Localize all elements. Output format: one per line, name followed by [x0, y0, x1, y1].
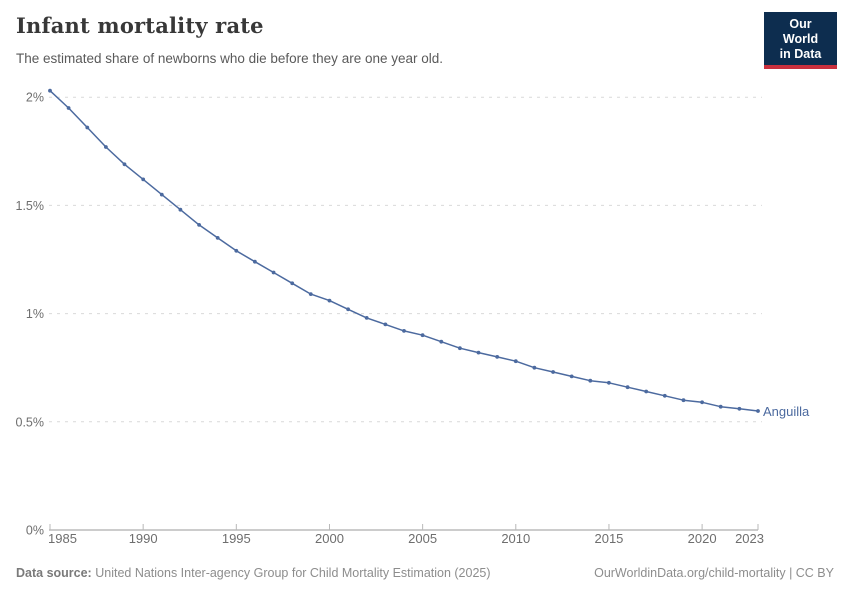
data-point[interactable] — [48, 88, 52, 93]
data-point[interactable] — [532, 365, 537, 370]
data-point[interactable] — [718, 404, 723, 409]
data-point[interactable] — [551, 370, 555, 374]
y-axis-label: 1.5% — [16, 199, 45, 213]
data-point[interactable] — [495, 355, 500, 359]
x-axis-label: 2010 — [501, 531, 530, 546]
series-label-anguilla[interactable]: Anguilla — [763, 404, 810, 419]
data-point[interactable] — [290, 281, 295, 286]
data-point[interactable] — [439, 339, 444, 344]
data-point[interactable] — [197, 223, 202, 227]
data-point[interactable] — [159, 192, 164, 197]
data-point[interactable] — [104, 145, 108, 149]
x-axis-label: 2000 — [315, 531, 344, 546]
y-axis-label: 0% — [26, 524, 44, 538]
owid-logo-line2: in Data — [779, 46, 822, 61]
data-point[interactable] — [383, 322, 388, 327]
data-point[interactable] — [178, 207, 183, 212]
x-axis-label: 1995 — [222, 531, 251, 546]
owid-logo[interactable]: Our World in Data — [764, 12, 837, 70]
x-axis-label: 2023 — [735, 531, 764, 546]
attribution-link[interactable]: OurWorldinData.org/child-mortality | CC … — [594, 566, 834, 580]
data-point[interactable] — [420, 333, 425, 338]
data-point[interactable] — [681, 398, 686, 403]
data-point[interactable] — [402, 329, 406, 333]
data-point[interactable] — [588, 378, 593, 383]
data-point[interactable] — [700, 400, 704, 405]
data-point[interactable] — [141, 177, 146, 182]
data-point[interactable] — [215, 236, 220, 240]
data-source-label: Data source: — [16, 566, 92, 580]
data-line[interactable] — [49, 90, 759, 412]
chart-subtitle: The estimated share of newborns who die … — [16, 51, 444, 66]
data-point[interactable] — [327, 298, 332, 303]
data-point[interactable] — [476, 350, 481, 355]
x-axis-label: 2015 — [594, 531, 623, 546]
data-point[interactable] — [569, 374, 574, 379]
x-axis-label: 2005 — [408, 531, 437, 546]
data-point[interactable] — [308, 292, 313, 296]
data-source-note: Data source: United Nations Inter-agency… — [16, 566, 491, 580]
y-axis-label: 0.5% — [16, 415, 45, 429]
data-point[interactable] — [644, 389, 649, 394]
chart-title: Infant mortality rate — [16, 13, 264, 38]
data-point[interactable] — [662, 393, 667, 398]
data-point[interactable] — [271, 270, 276, 275]
data-point[interactable] — [607, 380, 611, 385]
x-axis-label: 1990 — [129, 531, 158, 546]
data-point[interactable] — [85, 125, 90, 130]
data-source-text: United Nations Inter-agency Group for Ch… — [95, 566, 491, 580]
data-point[interactable] — [66, 106, 71, 110]
data-point[interactable] — [756, 409, 760, 413]
data-point[interactable] — [346, 307, 350, 312]
x-axis-label: 1985 — [48, 531, 77, 546]
owid-logo-line1: Our World — [782, 17, 819, 46]
data-point[interactable] — [364, 316, 369, 320]
data-point[interactable] — [122, 162, 127, 167]
y-axis-label: 1% — [26, 307, 44, 321]
data-point[interactable] — [253, 259, 257, 264]
data-point[interactable] — [625, 385, 630, 390]
data-point[interactable] — [234, 248, 239, 253]
data-point[interactable] — [458, 346, 462, 351]
data-point[interactable] — [513, 359, 518, 364]
x-axis-label: 2020 — [688, 531, 717, 546]
data-point[interactable] — [737, 406, 742, 411]
y-axis-label: 2% — [26, 91, 44, 105]
